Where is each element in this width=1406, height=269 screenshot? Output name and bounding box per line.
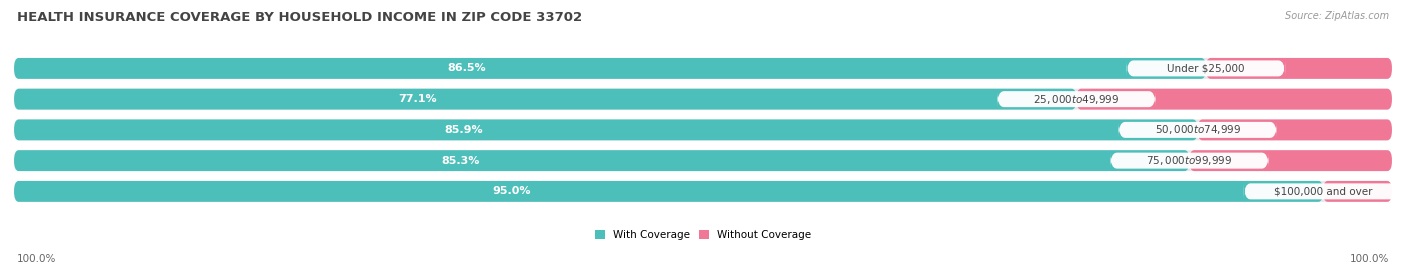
FancyBboxPatch shape xyxy=(14,119,1392,140)
Text: $25,000 to $49,999: $25,000 to $49,999 xyxy=(1033,93,1119,106)
FancyBboxPatch shape xyxy=(1206,58,1392,79)
Text: 100.0%: 100.0% xyxy=(1350,254,1389,264)
FancyBboxPatch shape xyxy=(1189,150,1392,171)
Text: $100,000 and over: $100,000 and over xyxy=(1274,186,1372,196)
FancyBboxPatch shape xyxy=(14,58,1206,79)
FancyBboxPatch shape xyxy=(14,119,1198,140)
Text: 85.9%: 85.9% xyxy=(444,125,484,135)
FancyBboxPatch shape xyxy=(14,89,1392,109)
Text: $50,000 to $74,999: $50,000 to $74,999 xyxy=(1154,123,1241,136)
Legend: With Coverage, Without Coverage: With Coverage, Without Coverage xyxy=(595,230,811,240)
Text: HEALTH INSURANCE COVERAGE BY HOUSEHOLD INCOME IN ZIP CODE 33702: HEALTH INSURANCE COVERAGE BY HOUSEHOLD I… xyxy=(17,11,582,24)
Text: 85.3%: 85.3% xyxy=(441,156,479,166)
Text: $75,000 to $99,999: $75,000 to $99,999 xyxy=(1146,154,1233,167)
Text: 95.0%: 95.0% xyxy=(492,186,530,196)
FancyBboxPatch shape xyxy=(997,91,1156,107)
FancyBboxPatch shape xyxy=(14,150,1392,171)
Text: 86.5%: 86.5% xyxy=(447,63,486,73)
FancyBboxPatch shape xyxy=(1323,181,1392,202)
FancyBboxPatch shape xyxy=(14,150,1189,171)
FancyBboxPatch shape xyxy=(14,181,1392,202)
Text: 77.1%: 77.1% xyxy=(398,94,437,104)
FancyBboxPatch shape xyxy=(1118,122,1277,138)
FancyBboxPatch shape xyxy=(1111,153,1268,169)
Text: Source: ZipAtlas.com: Source: ZipAtlas.com xyxy=(1285,11,1389,21)
FancyBboxPatch shape xyxy=(1198,119,1392,140)
FancyBboxPatch shape xyxy=(1244,183,1402,199)
Text: 100.0%: 100.0% xyxy=(17,254,56,264)
FancyBboxPatch shape xyxy=(14,181,1323,202)
FancyBboxPatch shape xyxy=(14,58,1392,79)
FancyBboxPatch shape xyxy=(14,89,1077,109)
Text: Under $25,000: Under $25,000 xyxy=(1167,63,1244,73)
FancyBboxPatch shape xyxy=(1126,61,1285,76)
FancyBboxPatch shape xyxy=(1077,89,1392,109)
